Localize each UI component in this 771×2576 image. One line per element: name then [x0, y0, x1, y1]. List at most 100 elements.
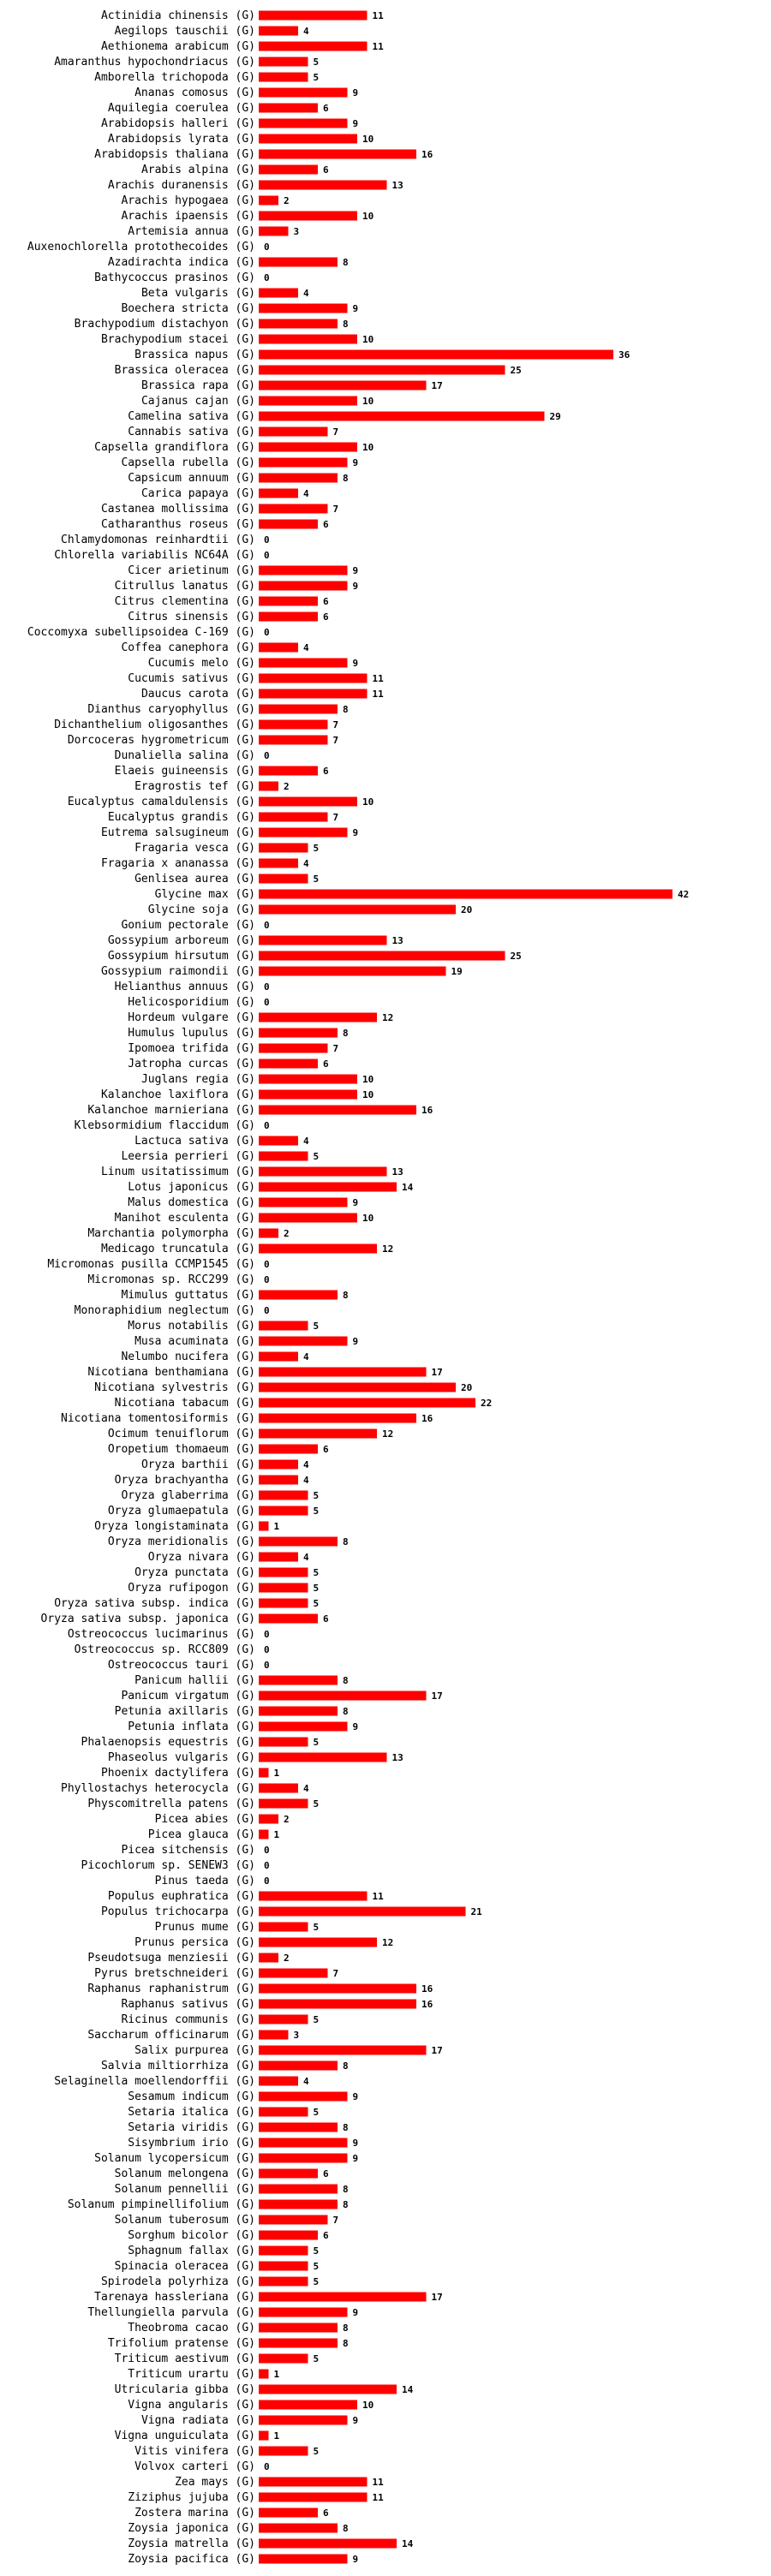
value-label: 20 [461, 1382, 472, 1393]
data-bar [259, 812, 328, 822]
category-label: Azadirachta indica (G) [108, 256, 255, 269]
data-bar [259, 1444, 318, 1454]
data-bar [259, 1737, 308, 1747]
value-label: 4 [303, 1475, 309, 1486]
value-label: 6 [323, 2168, 329, 2179]
category-label: Lactuca sativa (G) [134, 1135, 255, 1148]
data-bar [259, 2338, 338, 2348]
category-label: Petunia inflata (G) [128, 1720, 255, 1733]
value-label: 4 [303, 288, 309, 299]
data-bar [259, 766, 318, 776]
value-label: 3 [294, 226, 300, 237]
category-label: Zoysia pacifica (G) [128, 2553, 255, 2566]
category-label: Oryza sativa subsp. indica (G) [54, 1597, 255, 1610]
value-label: 10 [362, 2400, 374, 2411]
value-label: 10 [362, 796, 374, 808]
value-label: 6 [323, 2507, 329, 2519]
category-label: Eucalyptus grandis (G) [108, 811, 255, 824]
category-label: Oryza brachyantha (G) [115, 1474, 255, 1487]
value-label: 8 [343, 2060, 349, 2072]
data-bar [259, 10, 368, 21]
category-label: Gonium pectorale (G) [121, 919, 255, 932]
data-bar [259, 519, 318, 529]
value-label: 6 [323, 611, 329, 623]
category-label: Phaseolus vulgaris (G) [108, 1751, 255, 1764]
value-label: 0 [264, 550, 270, 561]
data-bar [259, 2045, 427, 2055]
data-bar [259, 611, 318, 622]
data-bar [259, 1798, 308, 1809]
category-label: Setaria italica (G) [128, 2106, 255, 2119]
category-label: Helianthus annuus (G) [115, 981, 255, 993]
category-label: Monoraphidium neglectum (G) [75, 1304, 255, 1317]
category-label: Phyllostachys heterocycla (G) [61, 1782, 255, 1795]
category-label: Chlamydomonas reinhardtii (G) [61, 534, 255, 546]
data-bar [259, 658, 348, 668]
category-label: Brassica rapa (G) [141, 379, 255, 392]
data-bar [259, 473, 338, 483]
value-label: 10 [362, 442, 374, 453]
category-label: Coffea canephora (G) [121, 641, 255, 654]
data-bar [259, 2538, 397, 2549]
value-label: 8 [343, 2523, 349, 2534]
category-label: Ricinus communis (G) [121, 2013, 255, 2026]
data-bar [259, 1953, 278, 1963]
data-bar [259, 1768, 269, 1778]
category-label: Physcomitrella patens (G) [87, 1798, 255, 1810]
category-label: Kalanchoe laxiflora (G) [101, 1088, 255, 1101]
category-label: Picea sitchensis (G) [121, 1844, 255, 1857]
data-bar [259, 1028, 338, 1038]
value-label: 2 [284, 195, 290, 206]
value-label: 11 [373, 10, 385, 21]
category-label: Capsella grandiflora (G) [94, 441, 255, 454]
data-bar [259, 1706, 338, 1716]
value-label: 10 [362, 1074, 374, 1085]
value-label: 14 [402, 1182, 414, 1193]
value-label: 2 [284, 781, 290, 792]
value-label: 20 [461, 904, 472, 915]
category-label: Morus notabilis (G) [128, 1320, 255, 1333]
value-label: 6 [323, 766, 329, 777]
value-label: 16 [421, 1983, 433, 1995]
category-label: Cucumis melo (G) [148, 657, 255, 670]
category-label: Nicotiana tomentosiformis (G) [61, 1412, 255, 1425]
value-label: 1 [274, 2430, 280, 2442]
value-label: 9 [353, 2091, 359, 2102]
data-bar [259, 380, 427, 391]
category-label: Ziziphus jujuba (G) [128, 2491, 255, 2504]
category-label: Triticum urartu (G) [128, 2368, 255, 2381]
value-label: 1 [274, 1829, 280, 1840]
category-label: Helicosporidium (G) [128, 996, 255, 1009]
category-label: Utricularia gibba (G) [115, 2383, 255, 2396]
data-bar [259, 2122, 338, 2132]
value-label: 3 [294, 2030, 300, 2041]
category-label: Capsicum annuum (G) [128, 472, 255, 485]
category-label: Nelumbo nucifera (G) [121, 1351, 255, 1363]
data-bar [259, 2030, 289, 2040]
category-label: Eragrostis tef (G) [134, 780, 255, 793]
category-label: Fragaria vesca (G) [134, 842, 255, 855]
data-bar [259, 426, 328, 437]
value-label: 9 [353, 118, 359, 129]
value-label: 8 [343, 704, 349, 715]
category-label: Boechera stricta (G) [121, 302, 255, 315]
data-bar [259, 2276, 308, 2287]
value-label: 4 [303, 1459, 309, 1470]
category-label: Prunus persica (G) [134, 1936, 255, 1949]
category-label: Malus domestica (G) [128, 1196, 255, 1209]
value-label: 6 [323, 596, 329, 607]
data-bar [259, 951, 505, 961]
data-bar [259, 642, 298, 653]
category-label: Humulus lupulus (G) [128, 1027, 255, 1040]
category-label: Citrus clementina (G) [115, 595, 255, 608]
data-bar [259, 1182, 397, 1192]
category-label: Ostreococcus sp. RCC809 (G) [75, 1643, 255, 1656]
category-label: Pseudotsuga menziesii (G) [87, 1952, 255, 1965]
data-bar [259, 1398, 475, 1408]
value-label: 16 [421, 149, 433, 160]
data-bar [259, 396, 357, 406]
category-label: Oryza longistaminata (G) [94, 1520, 255, 1533]
data-bar [259, 1290, 338, 1300]
value-label: 42 [678, 889, 689, 900]
category-label: Nicotiana sylvestris (G) [94, 1381, 255, 1394]
